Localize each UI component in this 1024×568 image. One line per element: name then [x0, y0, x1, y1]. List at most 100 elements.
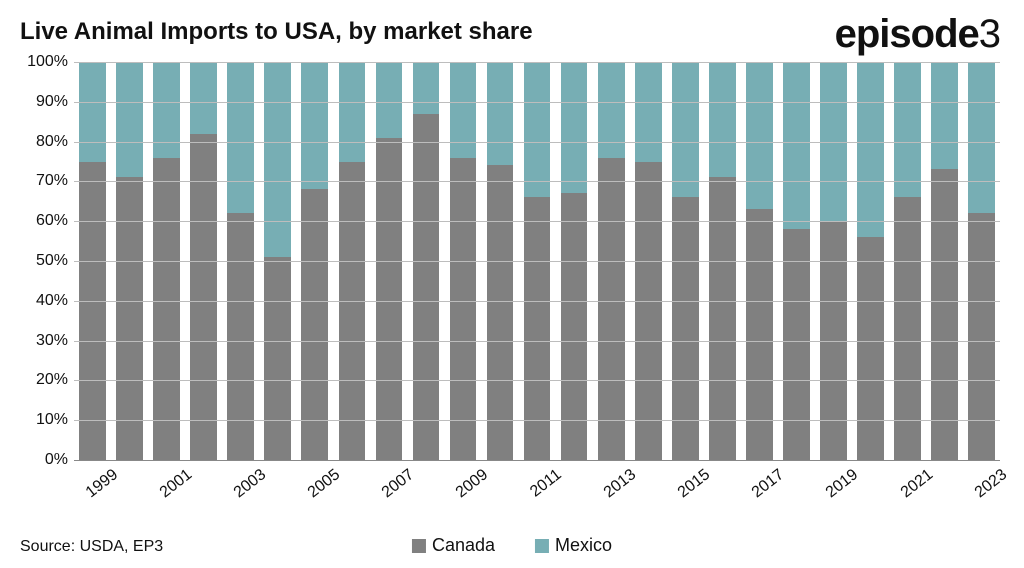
chart-area: 0%10%20%30%40%50%60%70%80%90%100% 199920…	[20, 62, 1000, 508]
legend-swatch-mexico	[535, 539, 549, 553]
bar-segment-canada	[968, 213, 995, 460]
legend-item-mexico: Mexico	[535, 535, 612, 556]
x-tick	[852, 460, 889, 508]
bar-segment-mexico	[339, 62, 366, 162]
y-tick-label: 60%	[20, 212, 68, 230]
bar-segment-canada	[783, 229, 810, 460]
x-tick	[259, 460, 296, 508]
x-tick: 2001	[148, 460, 185, 508]
gridline	[74, 301, 1000, 302]
bar-segment-mexico	[153, 62, 180, 158]
gridline	[74, 420, 1000, 421]
bar-segment-mexico	[561, 62, 588, 193]
gridline	[74, 341, 1000, 342]
x-tick	[556, 460, 593, 508]
y-tick-label: 10%	[20, 411, 68, 429]
y-tick-label: 80%	[20, 133, 68, 151]
x-tick	[482, 460, 519, 508]
bar-segment-mexico	[672, 62, 699, 197]
x-tick: 2023	[963, 460, 1000, 508]
chart-title: Live Animal Imports to USA, by market sh…	[20, 18, 533, 46]
legend-label-mexico: Mexico	[555, 535, 612, 556]
y-tick-label: 0%	[20, 451, 68, 469]
x-tick: 1999	[74, 460, 111, 508]
bar-segment-mexico	[598, 62, 625, 158]
y-tick-label: 30%	[20, 332, 68, 350]
bar-segment-mexico	[894, 62, 921, 197]
x-tick: 2019	[815, 460, 852, 508]
gridline	[74, 181, 1000, 182]
bar-segment-canada	[413, 114, 440, 460]
y-axis: 0%10%20%30%40%50%60%70%80%90%100%	[20, 62, 72, 460]
legend-label-canada: Canada	[432, 535, 495, 556]
bar-segment-mexico	[116, 62, 143, 177]
brand-number: 3	[979, 12, 1000, 56]
x-tick	[630, 460, 667, 508]
bar-segment-mexico	[376, 62, 403, 138]
bar-segment-canada	[746, 209, 773, 460]
gridline	[74, 380, 1000, 381]
bar-segment-mexico	[524, 62, 551, 197]
x-tick: 2013	[593, 460, 630, 508]
x-tick: 2017	[741, 460, 778, 508]
bar-segment-canada	[709, 177, 736, 460]
x-tick	[778, 460, 815, 508]
gridline	[74, 142, 1000, 143]
x-tick	[185, 460, 222, 508]
gridline	[74, 62, 1000, 63]
bar-segment-mexico	[301, 62, 328, 189]
x-tick	[926, 460, 963, 508]
x-tick: 2021	[889, 460, 926, 508]
gridline	[74, 221, 1000, 222]
x-tick	[333, 460, 370, 508]
plot-area	[74, 62, 1000, 460]
y-tick-label: 100%	[20, 53, 68, 71]
bar-segment-canada	[487, 165, 514, 460]
brand-word: episode	[835, 12, 979, 56]
bar-segment-canada	[635, 162, 662, 461]
source-text: Source: USDA, EP3	[20, 538, 163, 556]
bar-segment-canada	[450, 158, 477, 460]
bar-segment-canada	[857, 237, 884, 460]
bar-segment-canada	[190, 134, 217, 460]
bar-segment-mexico	[450, 62, 477, 158]
x-tick: 2015	[667, 460, 704, 508]
gridline	[74, 102, 1000, 103]
bar-segment-mexico	[487, 62, 514, 165]
bar-segment-mexico	[79, 62, 106, 162]
bar-segment-mexico	[190, 62, 217, 134]
bar-segment-mexico	[709, 62, 736, 177]
bar-segment-canada	[376, 138, 403, 460]
bar-segment-mexico	[413, 62, 440, 114]
x-tick	[111, 460, 148, 508]
bar-segment-canada	[598, 158, 625, 460]
bar-segment-canada	[339, 162, 366, 461]
x-tick: 2011	[519, 460, 556, 508]
bar-segment-mexico	[968, 62, 995, 213]
bar-segment-canada	[79, 162, 106, 461]
x-tick	[407, 460, 444, 508]
bar-segment-canada	[116, 177, 143, 460]
x-tick: 2005	[296, 460, 333, 508]
y-tick-label: 40%	[20, 292, 68, 310]
bar-segment-canada	[264, 257, 291, 460]
y-tick-label: 20%	[20, 371, 68, 389]
bar-segment-mexico	[783, 62, 810, 229]
bar-segment-mexico	[857, 62, 884, 237]
bar-segment-mexico	[264, 62, 291, 257]
y-tick-label: 70%	[20, 172, 68, 190]
x-tick	[704, 460, 741, 508]
bar-segment-mexico	[931, 62, 958, 169]
legend-swatch-canada	[412, 539, 426, 553]
legend: Canada Mexico	[412, 535, 612, 556]
bar-segment-mexico	[227, 62, 254, 213]
brand-logo: episode3	[835, 12, 1000, 57]
y-tick-label: 50%	[20, 252, 68, 270]
x-tick: 2003	[222, 460, 259, 508]
x-tick-label: 2023	[971, 466, 1010, 502]
legend-item-canada: Canada	[412, 535, 495, 556]
bar-segment-canada	[227, 213, 254, 460]
bar-segment-mexico	[746, 62, 773, 209]
bar-segment-mexico	[635, 62, 662, 162]
bar-segment-canada	[931, 169, 958, 460]
